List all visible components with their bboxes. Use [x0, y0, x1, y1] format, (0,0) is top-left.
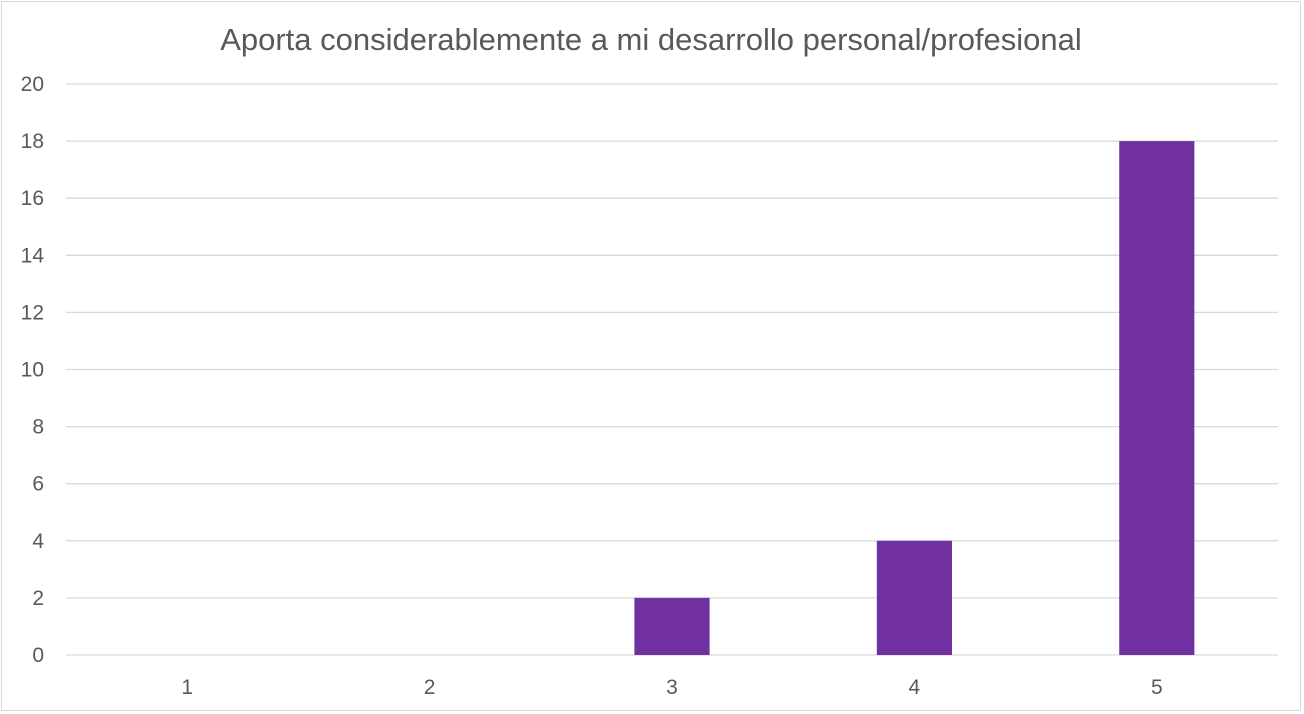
gridlines — [66, 83, 1278, 656]
y-tick-label: 2 — [32, 587, 44, 610]
y-tick-label: 10 — [21, 359, 44, 382]
y-tick-label: 8 — [32, 416, 44, 439]
y-tick-label: 12 — [21, 301, 44, 324]
y-tick-label: 16 — [21, 187, 44, 210]
bar-3 — [634, 597, 710, 655]
y-tick-label: 0 — [32, 644, 44, 667]
y-tick-label: 18 — [21, 130, 44, 153]
y-tick-label: 14 — [21, 244, 45, 267]
x-tick-label: 2 — [424, 676, 436, 699]
bars — [634, 141, 1195, 656]
x-axis-tick-labels: 1 2 3 4 5 — [181, 676, 1162, 699]
y-axis-tick-labels: 0 2 4 6 8 10 12 14 16 18 20 — [21, 73, 45, 667]
x-tick-label: 3 — [666, 676, 678, 699]
y-tick-label: 20 — [21, 73, 44, 96]
bar-5 — [1119, 141, 1195, 656]
bar-4 — [876, 540, 952, 655]
chart-title: Aporta considerablemente a mi desarrollo… — [220, 22, 1082, 57]
x-tick-label: 4 — [909, 676, 921, 699]
y-tick-label: 4 — [32, 530, 44, 553]
y-tick-label: 6 — [32, 473, 44, 496]
x-tick-label: 5 — [1151, 676, 1163, 699]
x-tick-label: 1 — [181, 676, 193, 699]
